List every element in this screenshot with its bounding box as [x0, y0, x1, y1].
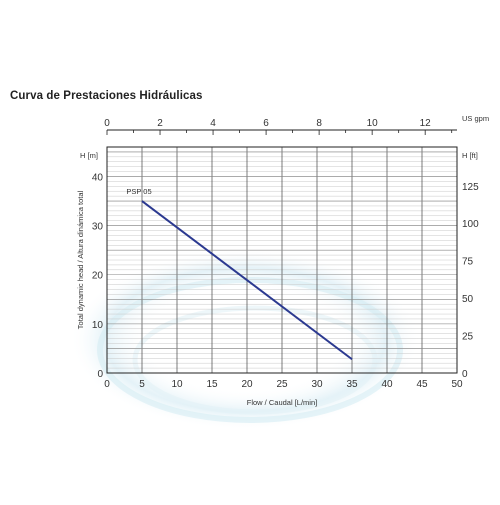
series-layer: PSP 05	[126, 187, 353, 361]
x-tick-label: 10	[171, 379, 183, 390]
x-tick-label: 30	[311, 379, 323, 390]
right-tick-label: 0	[462, 369, 468, 380]
top-axis: 0 2 4 6 8 10 12	[104, 118, 457, 135]
series-label: PSP 05	[126, 187, 151, 196]
y-tick-label: 10	[92, 320, 104, 331]
right-tick-labels: 0 25 50 75 100 125	[462, 182, 479, 380]
x-tick-label: 15	[206, 379, 218, 390]
y-tick-label: 30	[92, 222, 104, 233]
x-axis-label: Flow / Caudal [L/min]	[247, 398, 317, 407]
x-tick-label: 45	[416, 379, 428, 390]
x-tick-label: 20	[241, 379, 253, 390]
y-tick-label: 0	[97, 369, 103, 380]
y-axis-label: Total dynamic head / Altura dinámica tot…	[76, 190, 85, 329]
right-tick-label: 125	[462, 182, 479, 193]
top-tick-label: 12	[420, 118, 432, 129]
x-tick-label: 50	[451, 379, 463, 390]
top-tick-label: 10	[367, 118, 379, 129]
top-tick-label: 0	[104, 118, 110, 129]
x-tick-labels: 0 5 10 15 20 25 30 35 40 45 50	[104, 379, 463, 390]
right-tick-label: 50	[462, 294, 474, 305]
top-tick-label: 2	[157, 118, 163, 129]
x-tick-label: 35	[346, 379, 358, 390]
chart-title: Curva de Prestaciones Hidráulicas	[10, 90, 203, 102]
top-unit-label: US gpm	[462, 114, 489, 123]
x-tick-label: 5	[139, 379, 145, 390]
left-unit-label: H [m]	[80, 151, 98, 160]
y-tick-label: 20	[92, 271, 104, 282]
top-tick-label: 4	[210, 118, 216, 129]
plot-frame	[106, 146, 458, 374]
x-tick-label: 0	[104, 379, 110, 390]
series-line	[141, 200, 353, 361]
watermark-swirl	[70, 250, 420, 430]
right-tick-label: 100	[462, 219, 479, 230]
right-tick-label: 25	[462, 332, 474, 343]
right-unit-label: H [ft]	[462, 151, 478, 160]
top-tick-label: 8	[316, 118, 322, 129]
x-tick-label: 40	[381, 379, 393, 390]
y-tick-label: 40	[92, 172, 104, 183]
top-tick-label: 6	[263, 118, 269, 129]
y-tick-labels: 0 10 20 30 40	[92, 172, 104, 380]
right-tick-label: 75	[462, 257, 474, 268]
x-tick-label: 25	[276, 379, 288, 390]
